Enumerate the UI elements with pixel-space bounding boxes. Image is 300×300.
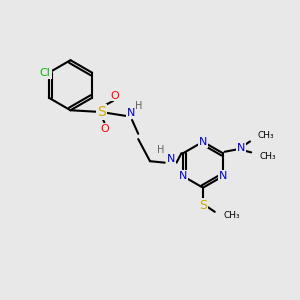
Text: O: O <box>110 91 119 100</box>
Text: S: S <box>97 105 106 119</box>
Text: N: N <box>199 137 207 147</box>
Text: H: H <box>135 101 143 111</box>
Text: H: H <box>157 145 164 155</box>
Text: O: O <box>100 124 109 134</box>
Text: CH₃: CH₃ <box>223 211 240 220</box>
Text: N: N <box>219 171 227 181</box>
Text: N: N <box>179 171 187 181</box>
Text: Cl: Cl <box>40 68 51 78</box>
Text: CH₃: CH₃ <box>257 131 274 140</box>
Text: CH₃: CH₃ <box>260 152 276 161</box>
Text: N: N <box>127 109 135 118</box>
Text: S: S <box>199 200 207 212</box>
Text: N: N <box>167 154 175 164</box>
Text: N: N <box>237 143 245 153</box>
